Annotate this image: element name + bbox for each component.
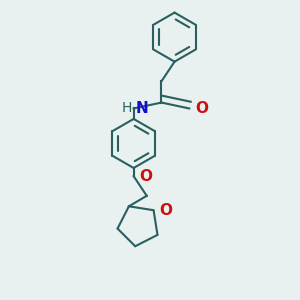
Text: O: O <box>140 169 152 184</box>
Text: O: O <box>159 203 172 218</box>
Text: N: N <box>135 101 148 116</box>
Text: O: O <box>195 101 208 116</box>
Text: H: H <box>122 101 132 116</box>
